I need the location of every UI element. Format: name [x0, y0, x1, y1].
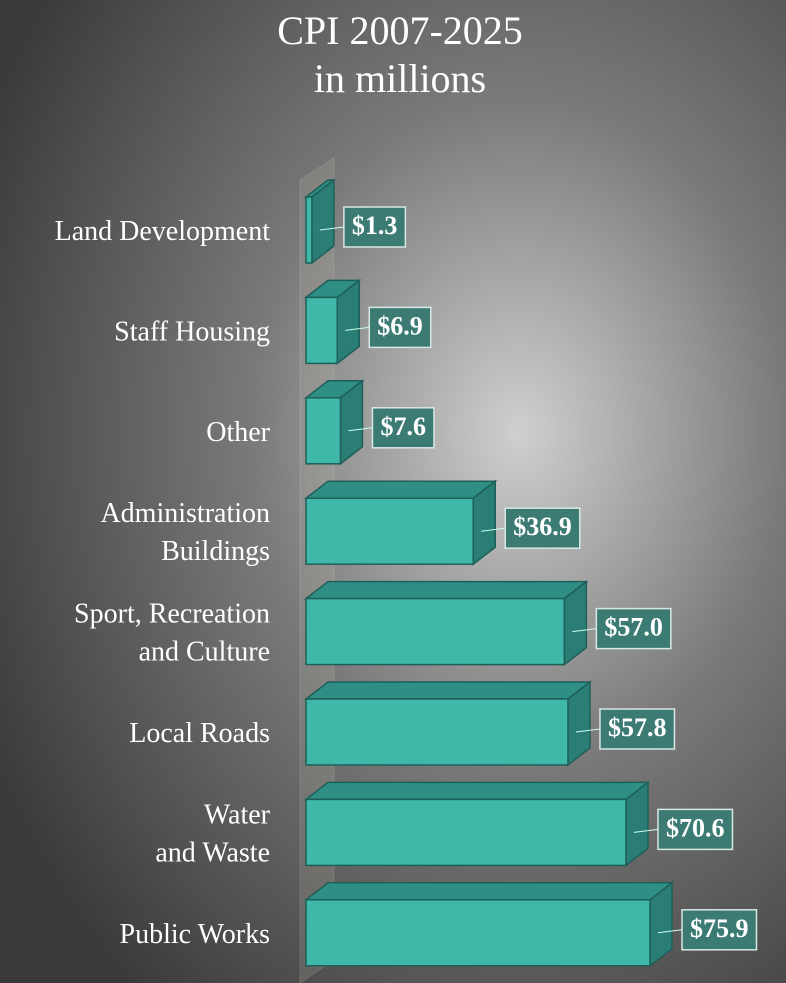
- y-tick-label: Public Works: [120, 919, 270, 950]
- bar-top: [303, 681, 593, 700]
- bar-top: [303, 882, 675, 901]
- value-label-box: [371, 407, 435, 449]
- value-label: $57.0: [604, 613, 663, 642]
- bar: [305, 397, 342, 465]
- value-label-box: [504, 507, 581, 549]
- leader-line: [572, 628, 597, 633]
- value-label-box: [681, 909, 758, 951]
- y-tick-label: Land Development: [55, 216, 271, 247]
- value-label: $57.8: [608, 713, 667, 742]
- value-label-box: [599, 708, 676, 750]
- y-tick-label: Other: [206, 417, 270, 448]
- y-tick-label: Local Roads: [129, 718, 270, 749]
- bar-top: [303, 781, 651, 801]
- leader-line: [575, 728, 601, 733]
- value-label-box: [343, 206, 407, 248]
- bar: [305, 899, 651, 967]
- leader-line: [348, 427, 373, 432]
- bar: [305, 296, 339, 365]
- y-tick-label: Administration Buildings: [100, 498, 270, 567]
- value-label: $6.9: [377, 311, 423, 340]
- bar: [305, 497, 474, 565]
- leader-line: [481, 527, 506, 532]
- leader-line: [319, 226, 344, 231]
- value-label: $7.6: [380, 412, 426, 441]
- leader-line: [345, 326, 370, 331]
- leader-line: [657, 929, 683, 934]
- bar-top: [303, 480, 498, 499]
- value-label-box: [368, 306, 432, 349]
- leader-line: [633, 828, 659, 833]
- bar-top: [303, 580, 589, 600]
- y-tick-label: Water and Waste: [155, 799, 270, 868]
- value-label: $70.6: [666, 813, 725, 842]
- chart-title: CPI 2007-2025: [277, 8, 523, 53]
- value-label: $36.9: [513, 512, 572, 541]
- bar: [305, 597, 566, 666]
- y-tick-label: Sport, Recreation and Culture: [74, 599, 270, 668]
- y-tick-label: Staff Housing: [114, 316, 270, 347]
- chart-subtitle: in millions: [314, 56, 486, 101]
- bar: [305, 798, 627, 867]
- value-label-box: [595, 607, 672, 650]
- value-label: $1.3: [352, 211, 398, 240]
- value-label-box: [657, 808, 734, 851]
- value-label: $75.9: [690, 914, 749, 943]
- bar: [305, 698, 569, 766]
- bar: [305, 196, 313, 264]
